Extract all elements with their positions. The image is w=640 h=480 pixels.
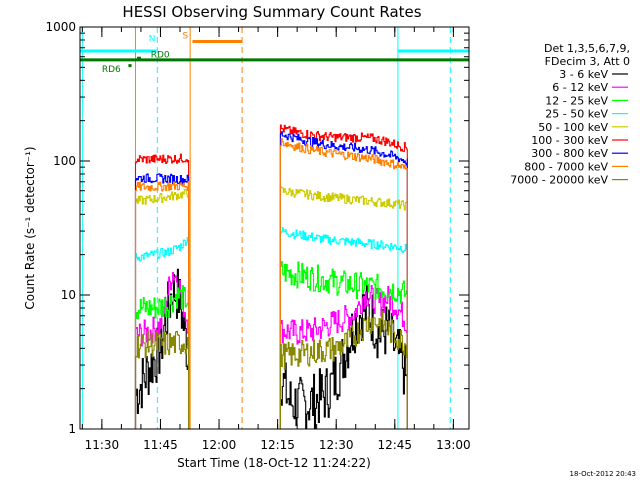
y-axis-label: Count Rate (s⁻¹ detector⁻¹)	[23, 146, 37, 309]
legend-entry-6: 300 - 800 keV	[531, 147, 608, 160]
x-tick-label-5: 12:45	[377, 438, 412, 452]
series-layer	[134, 124, 408, 429]
series-4-seg1-line	[134, 188, 190, 429]
series-7-seg1-line	[134, 180, 190, 429]
y-tick-label-3: 1000	[45, 20, 76, 34]
flag-label-0: N	[149, 34, 156, 44]
x-tick-label-1: 11:45	[143, 438, 178, 452]
plot-frame	[79, 26, 470, 430]
x-axis: 11:30 11:45 12:00 12:15 12:30 12:45 13:00	[81, 27, 471, 452]
x-tick-label-3: 12:15	[260, 438, 295, 452]
flag-label-2: S	[182, 32, 188, 42]
series-1-seg2-line	[279, 284, 408, 429]
legend-header-1: FDecim 3, Att 0	[545, 55, 630, 68]
legend-entry-3: 25 - 50 keV	[545, 108, 608, 121]
legend-entry-7: 800 - 7000 keV	[524, 160, 608, 173]
series-6-seg1-line	[134, 173, 190, 429]
series-5-seg2-line	[279, 124, 408, 429]
series-3-seg2-line	[279, 227, 408, 429]
flag-label-4: RD0	[151, 51, 170, 61]
legend-entry-4: 50 - 100 keV	[538, 121, 608, 134]
legend: Det 1,3,5,6,7,9,FDecim 3, Att 03 - 6 keV…	[510, 42, 630, 187]
series-3-seg1-line	[134, 237, 190, 429]
legend-entry-1: 6 - 12 keV	[552, 81, 608, 94]
x-tick-label-2: 12:00	[202, 438, 237, 452]
x-tick-label-0: 11:30	[85, 438, 120, 452]
x-tick-label-4: 12:30	[319, 438, 354, 452]
series-4-seg2-line	[279, 186, 408, 429]
y-tick-label-1: 10	[61, 288, 76, 302]
series-8-seg2-line	[279, 310, 408, 429]
series-6	[134, 131, 408, 429]
vertical-markers	[81, 27, 451, 429]
x-tick-label-6: 13:00	[436, 438, 471, 452]
legend-entry-5: 100 - 300 keV	[531, 134, 608, 147]
series-0	[134, 268, 408, 429]
chart-title: HESSI Observing Summary Count Rates	[122, 3, 421, 21]
legend-entry-2: 12 - 25 keV	[545, 94, 608, 107]
series-2-seg2-line	[279, 261, 408, 429]
y-tick-label-0: 1	[68, 422, 76, 436]
series-8-seg1-line	[134, 330, 190, 429]
y-axis: 1 10 100 1000	[45, 20, 469, 436]
series-6-seg2-line	[279, 131, 408, 429]
series-7-seg2-line	[279, 138, 408, 429]
legend-entry-0: 3 - 6 keV	[559, 68, 608, 81]
series-5	[134, 124, 408, 429]
timestamp-stamp: 18-Oct-2012 20:43	[570, 470, 636, 478]
y-tick-label-2: 100	[53, 154, 76, 168]
series-0-seg2-line	[279, 284, 408, 429]
legend-entry-8: 7000 - 20000 keV	[510, 174, 608, 187]
series-8	[134, 310, 408, 429]
series-3	[134, 227, 408, 429]
x-axis-label: Start Time (18-Oct-12 11:24:22)	[177, 456, 371, 470]
series-2-seg1-line	[134, 285, 190, 429]
series-2	[134, 261, 408, 429]
flag-layer: N S RD0 RD6	[80, 32, 469, 75]
series-4	[134, 186, 408, 429]
series-0-seg1-line	[134, 268, 190, 429]
series-5-seg1-line	[134, 153, 190, 429]
series-7	[134, 138, 408, 429]
legend-header-0: Det 1,3,5,6,7,9,	[544, 42, 630, 55]
flag-label-5: RD6	[102, 65, 121, 75]
